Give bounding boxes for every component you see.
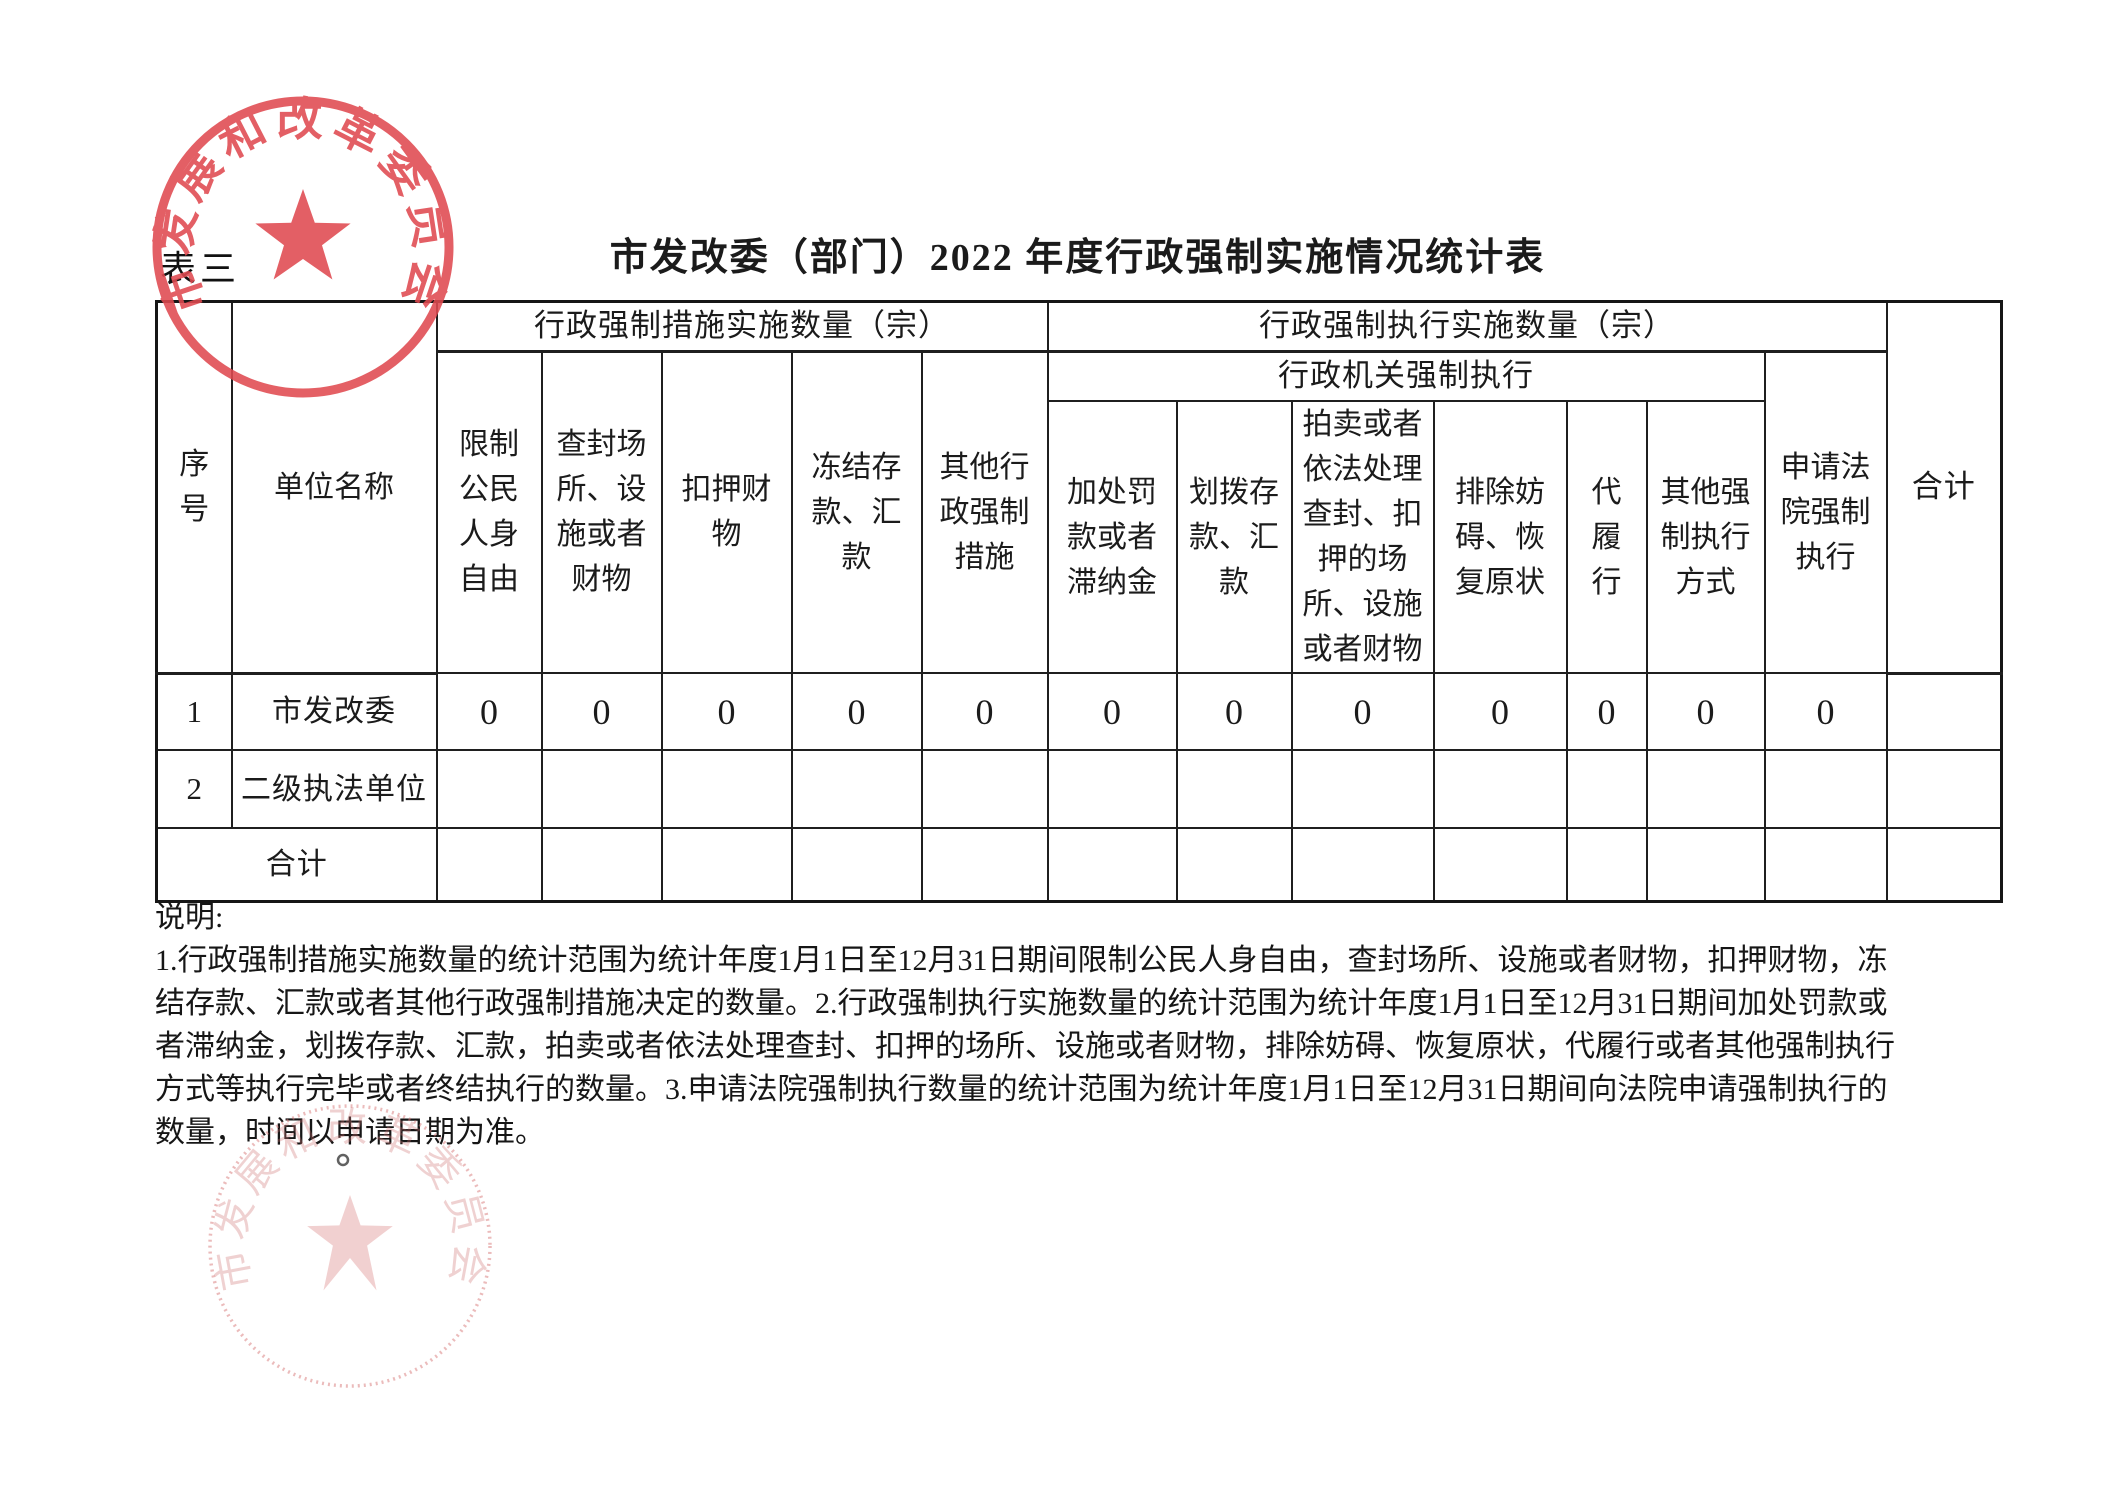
- col-header-seq: 序号: [155, 300, 233, 675]
- col-header-measure-2: 查封场所、设施或者财物: [540, 350, 663, 674]
- cell-total: [1885, 749, 2003, 829]
- cell-value: [540, 749, 663, 829]
- cell-value: 0: [790, 672, 923, 751]
- group-header-admin-enforcement: 行政机关强制执行: [1046, 350, 1766, 402]
- statistics-table: 序号 单位名称 行政强制措施实施数量（宗） 行政强制执行实施数量（宗） 合计 限…: [155, 300, 2004, 903]
- col-header-admin-2: 划拨存款、汇款: [1175, 400, 1293, 674]
- cell-value: [1763, 827, 1888, 902]
- cell-value: [1763, 749, 1888, 829]
- col-header-admin-3: 拍卖或者依法处理查封、扣押的场所、设施或者财物: [1290, 400, 1435, 674]
- cell-value: [435, 749, 543, 829]
- cell-value: [920, 749, 1049, 829]
- total-row-label: 合计: [155, 827, 438, 902]
- cell-value: [1175, 827, 1293, 902]
- col-header-measure-1: 限制公民人身自由: [435, 350, 543, 674]
- cell-value: 0: [1290, 672, 1435, 751]
- cell-total: [1885, 672, 2003, 751]
- cell-value: [1565, 827, 1648, 902]
- notes-line: 1.行政强制措施实施数量的统计范围为统计年度1月1日至12月31日期间限制公民人…: [155, 944, 1888, 977]
- cell-value: [1645, 827, 1766, 902]
- cell-value: 0: [435, 672, 543, 751]
- cell-value: [1290, 749, 1435, 829]
- cell-value: 0: [1432, 672, 1568, 751]
- notes-label: 说明:: [155, 901, 224, 934]
- row-unit-name: 二级执法单位: [230, 749, 438, 829]
- col-header-admin-5: 代履行: [1565, 400, 1648, 674]
- cell-value: [790, 827, 923, 902]
- col-header-admin-1: 加处罚款或者滞纳金: [1046, 400, 1178, 674]
- cell-value: 0: [540, 672, 663, 751]
- group-header-enforcement: 行政强制执行实施数量（宗）: [1046, 300, 1888, 353]
- cell-value: [1432, 827, 1568, 902]
- cell-value: [1175, 749, 1293, 829]
- group-header-measures: 行政强制措施实施数量（宗）: [435, 300, 1049, 353]
- cell-value: 0: [1175, 672, 1293, 751]
- col-header-unit: 单位名称: [230, 300, 438, 675]
- notes-line: 方式等执行完毕或者终结执行的数量。3.申请法院强制执行数量的统计范围为统计年度1…: [155, 1073, 1888, 1106]
- col-header-admin-4: 排除妨碍、恢复原状: [1432, 400, 1568, 674]
- cell-value: 0: [920, 672, 1049, 751]
- cell-value: 0: [1645, 672, 1766, 751]
- col-header-court-enforcement: 申请法院强制执行: [1763, 350, 1888, 674]
- cell-value: 0: [660, 672, 793, 751]
- cell-value: [435, 827, 543, 902]
- cell-value: [1046, 749, 1178, 829]
- row-seq: 2: [155, 749, 233, 829]
- notes: 说明: 1.行政强制措施实施数量的统计范围为统计年度1月1日至12月31日期间限…: [155, 896, 2025, 1154]
- col-header-total: 合计: [1885, 300, 2003, 675]
- col-header-measure-5: 其他行政强制措施: [920, 350, 1049, 674]
- cell-value: [790, 749, 923, 829]
- row-unit-name: 市发改委: [230, 672, 438, 751]
- cell-value: [660, 749, 793, 829]
- cell-value: [660, 827, 793, 902]
- header-row-columns: 加处罚款或者滞纳金 划拨存款、汇款 拍卖或者依法处理查封、扣押的场所、设施或者财…: [157, 400, 2002, 674]
- cell-total: [1885, 827, 2003, 902]
- col-header-measure-4: 冻结存款、汇款: [790, 350, 923, 674]
- notes-line: 结存款、汇款或者其他行政强制措施决定的数量。2.行政强制执行实施数量的统计范围为…: [155, 987, 1888, 1020]
- cell-value: [1565, 749, 1648, 829]
- cell-value: [1046, 827, 1178, 902]
- ink-dot: [336, 1153, 350, 1167]
- col-header-admin-6: 其他强制执行方式: [1645, 400, 1766, 674]
- page-title: 市发改委（部门）2022 年度行政强制实施情况统计表: [609, 237, 1546, 279]
- notes-line: 者滞纳金，划拨存款、汇款，拍卖或者依法处理查封、扣押的场所、设施或者财物，排除妨…: [155, 1030, 1895, 1063]
- notes-line: 数量，时间以申请日期为准。: [155, 1116, 545, 1149]
- table-row: 1 市发改委 0 0 0 0 0 0 0 0 0 0 0 0: [155, 672, 2003, 751]
- cell-value: 0: [1565, 672, 1648, 751]
- cell-value: [920, 827, 1049, 902]
- cell-value: [1432, 749, 1568, 829]
- col-header-measure-3: 扣押财物: [660, 350, 793, 674]
- row-seq: 1: [155, 672, 233, 751]
- faded-seal-star-icon: [307, 1195, 393, 1291]
- cell-value: 0: [1046, 672, 1178, 751]
- cell-value: 0: [1763, 672, 1888, 751]
- total-row: 合计: [155, 827, 2003, 902]
- cell-value: [540, 827, 663, 902]
- header-row-subgroups: 限制公民人身自由 查封场所、设施或者财物 扣押财物 冻结存款、汇款 其他行政强制…: [157, 350, 2002, 674]
- table-row: 2 二级执法单位: [155, 749, 2003, 829]
- cell-value: [1645, 749, 1766, 829]
- cell-value: [1290, 827, 1435, 902]
- header-row-groups: 序号 单位名称 行政强制措施实施数量（宗） 行政强制执行实施数量（宗） 合计: [155, 300, 2003, 675]
